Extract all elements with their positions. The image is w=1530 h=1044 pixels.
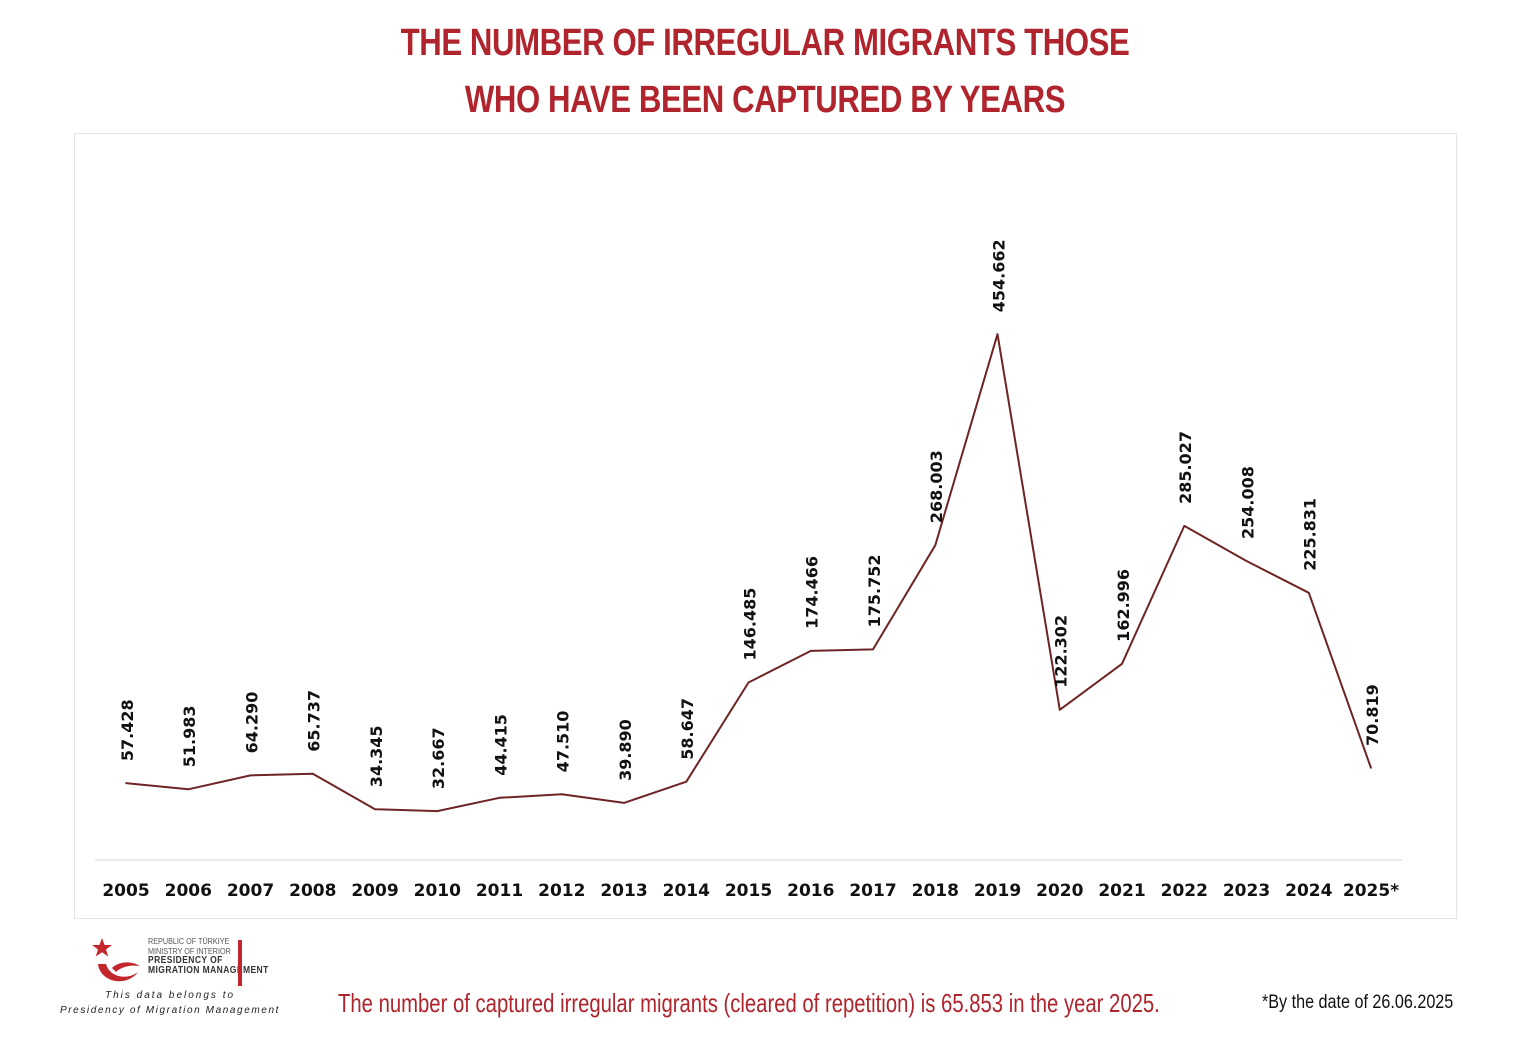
data-point-2015: [747, 681, 750, 684]
x-tick-label-2024: 2024: [1285, 881, 1332, 901]
x-tick-label-2007: 2007: [227, 881, 274, 901]
data-point-2009: [374, 808, 376, 810]
data-label-2020: 122.302: [1052, 615, 1071, 688]
data-label-2024: 225.831: [1301, 498, 1320, 571]
data-label-2005: 57.428: [118, 699, 137, 761]
logo-line-3: PRESIDENCY OF: [148, 955, 223, 966]
data-label-2009: 34.345: [367, 725, 386, 787]
data-label-2017: 175.752: [865, 555, 884, 628]
x-tick-label-2008: 2008: [289, 881, 336, 901]
footnote-2025-total: The number of captured irregular migrant…: [338, 988, 1160, 1018]
logo-line-2: MINISTRY OF INTERIOR: [148, 945, 231, 956]
data-label-2014: 58.647: [678, 698, 697, 760]
data-point-2020: [1059, 709, 1061, 711]
data-label-2015: 146.485: [741, 588, 760, 661]
x-tick-label-2017: 2017: [849, 881, 896, 901]
data-point-2017: [872, 648, 874, 651]
x-tick-label-2018: 2018: [912, 881, 959, 901]
data-point-2019: [996, 333, 999, 336]
date-note: *By the date of 26.06.2025: [1262, 992, 1454, 1013]
data-label-2021: 162.996: [1114, 569, 1133, 642]
data-point-2010: [436, 810, 439, 812]
x-tick-label-2012: 2012: [538, 881, 585, 901]
data-point-2006: [187, 788, 190, 791]
data-label-2018: 268.003: [927, 450, 946, 523]
plot-area-frame: [74, 133, 1457, 919]
data-point-2011: [498, 797, 501, 799]
data-point-2022: [1183, 525, 1186, 527]
data-label-2010: 32.667: [429, 727, 448, 789]
x-tick-label-2013: 2013: [600, 881, 647, 901]
data-point-2013: [623, 802, 625, 804]
data-label-2013: 39.890: [616, 719, 635, 781]
x-tick-label-2005: 2005: [102, 881, 149, 901]
data-point-2023: [1245, 560, 1248, 562]
data-point-2005: [125, 782, 127, 784]
data-label-2011: 44.415: [492, 714, 511, 776]
logo-line-1: REPUBLIC OF TÜRKIYE: [148, 936, 230, 946]
data-point-2025: [1370, 767, 1372, 769]
x-tick-label-2011: 2011: [476, 881, 523, 901]
data-point-2016: [810, 650, 812, 652]
data-label-2022: 285.027: [1176, 431, 1195, 504]
data-label-2008: 65.737: [305, 690, 324, 752]
logo-line-4: MIGRATION MANAGEMENT: [148, 964, 269, 976]
data-label-2019: 454.662: [990, 239, 1009, 312]
data-label-2023: 254.008: [1239, 466, 1258, 539]
x-tick-label-2010: 2010: [414, 881, 461, 901]
logo-divider: [238, 940, 242, 986]
data-label-2006: 51.983: [180, 706, 199, 768]
presidency-logo-icon: [92, 938, 140, 982]
data-point-2007: [249, 774, 252, 777]
x-tick-label-2006: 2006: [165, 881, 212, 901]
data-point-2021: [1121, 663, 1123, 665]
data-label-2016: 174.466: [803, 556, 822, 629]
data-point-2014: [685, 780, 688, 783]
logo-text: REPUBLIC OF TÜRKIYE MINISTRY OF INTERIOR…: [148, 936, 269, 976]
x-tick-label-2009: 2009: [351, 881, 398, 901]
x-tick-label-2021: 2021: [1098, 881, 1145, 901]
data-point-2008: [312, 772, 314, 775]
x-tick-label-2016: 2016: [787, 881, 834, 901]
data-point-2018: [934, 544, 937, 546]
chart-title-line-2: WHO HAVE BEEN CAPTURED BY YEARS: [464, 79, 1066, 121]
x-tick-label-2014: 2014: [663, 881, 710, 901]
x-tick-label-2022: 2022: [1161, 881, 1208, 901]
data-ownership-line-2: Presidency of Migration Management: [59, 1005, 281, 1016]
x-tick-label-2025: 2025*: [1343, 881, 1399, 901]
data-label-2007: 64.290: [243, 692, 262, 754]
data-label-2012: 47.510: [554, 711, 573, 773]
data-label-2025: 70.819: [1363, 684, 1382, 746]
x-tick-label-2019: 2019: [974, 881, 1021, 901]
data-point-2012: [561, 793, 563, 796]
data-ownership-line-1: This data belongs to: [104, 990, 236, 1001]
data-point-2024: [1308, 592, 1310, 594]
chart-title-line-1: THE NUMBER OF IRREGULAR MIGRANTS THOSE: [400, 22, 1130, 64]
x-tick-label-2023: 2023: [1223, 881, 1270, 901]
x-tick-label-2020: 2020: [1036, 881, 1083, 901]
x-tick-label-2015: 2015: [725, 881, 772, 901]
